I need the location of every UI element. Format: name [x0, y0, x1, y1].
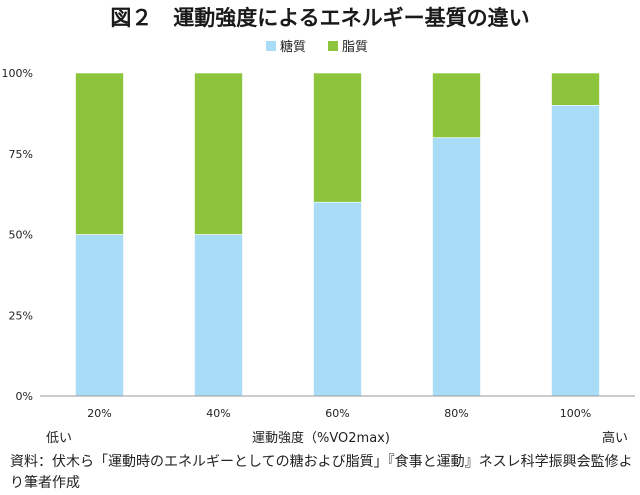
legend-label-carb: 糖質: [280, 39, 306, 55]
x-tick-label: 40%: [206, 407, 230, 420]
bar-fat-0: [75, 72, 124, 235]
legend-swatch-carb: [266, 41, 276, 51]
y-tick-label: 0%: [16, 390, 33, 403]
legend-label-fat: 脂質: [342, 40, 368, 55]
y-tick-label: 25%: [9, 309, 33, 322]
x-axis-low-label: 低い: [46, 431, 72, 446]
x-axis-title: 運動強度（%VO2max): [252, 430, 390, 446]
chart-title: 図２ 運動強度によるエネルギー基質の違い: [110, 6, 529, 30]
bar-carb-4: [551, 105, 600, 397]
y-tick-label: 50%: [9, 229, 33, 242]
source-note: 資料：伏木ら「運動時のエネルギーとしての糖および脂質」『食事と運動』ネスレ科学振…: [10, 454, 633, 491]
plot-area: 0% 25% 50% 75% 100% 20% 40% 60% 80% 100%: [2, 67, 635, 420]
legend: 糖質 脂質: [266, 39, 368, 55]
bar-fat-4: [551, 72, 600, 106]
bar-fat-2: [313, 72, 362, 203]
bar-carb-1: [194, 234, 243, 397]
bar-fat-3: [432, 72, 481, 138]
bar-carb-0: [75, 234, 124, 397]
x-tick-label: 100%: [560, 407, 591, 420]
y-tick-label: 75%: [9, 148, 33, 161]
x-tick-label: 20%: [87, 407, 111, 420]
x-tick-label: 80%: [444, 407, 468, 420]
legend-swatch-fat: [328, 41, 338, 51]
y-tick-label: 100%: [2, 67, 33, 80]
x-axis-high-label: 高い: [602, 430, 628, 446]
chart-svg: 図２ 運動強度によるエネルギー基質の違い 糖質 脂質 0% 25% 50% 75% 100…: [2, 6, 635, 446]
bar-carb-2: [313, 201, 362, 397]
bar-carb-3: [432, 137, 481, 397]
x-tick-label: 60%: [325, 407, 349, 420]
bar-fat-1: [194, 72, 243, 235]
